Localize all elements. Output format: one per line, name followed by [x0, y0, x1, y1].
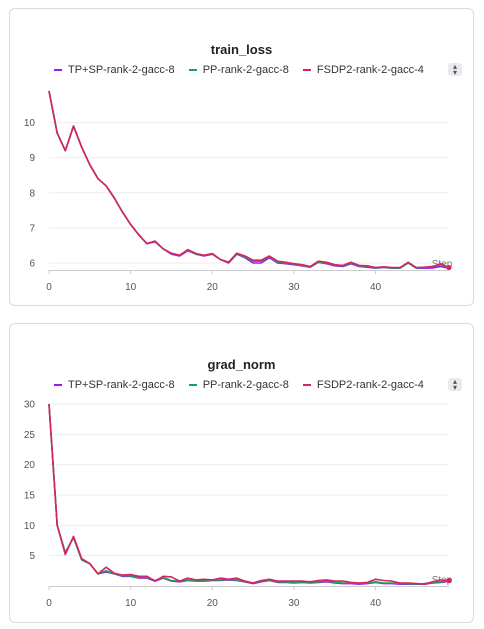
x-tick-label: 40 [370, 598, 382, 609]
legend-item-pp[interactable]: PP-rank-2-gacc-8 [188, 379, 289, 391]
y-tick-label: 6 [29, 258, 35, 269]
x-tick-label: 30 [288, 282, 300, 293]
legend-swatch [302, 384, 311, 386]
grad-norm-panel: grad_norm TP+SP-rank-2-gacc-8 PP-rank-2-… [9, 323, 474, 623]
legend-expand-icon[interactable]: ▴ ▾ [448, 378, 462, 392]
legend-label: TP+SP-rank-2-gacc-8 [68, 379, 175, 391]
legend-swatch [188, 384, 197, 386]
legend-item-tp-sp[interactable]: TP+SP-rank-2-gacc-8 [54, 379, 175, 391]
legend-swatch [54, 69, 62, 71]
series-end-point [446, 264, 452, 271]
y-tick-label: 10 [24, 521, 36, 532]
y-tick-label: 10 [24, 118, 36, 129]
legend-expand-icon[interactable]: ▴ ▾ [448, 63, 462, 77]
y-tick-label: 9 [29, 153, 35, 164]
legend-swatch [188, 69, 197, 71]
legend-label: PP-rank-2-gacc-8 [202, 379, 289, 391]
y-tick-label: 8 [29, 188, 35, 199]
legend-swatch [302, 69, 311, 71]
y-tick-label: 5 [29, 551, 35, 562]
train-loss-panel: train_loss TP+SP-rank-2-gacc-8 PP-rank-2… [9, 8, 474, 306]
series-line-1 [48, 403, 450, 586]
x-tick-label: 10 [125, 282, 137, 293]
y-tick-label: 7 [29, 223, 35, 234]
y-tick-label: 25 [24, 430, 36, 441]
legend-swatch [54, 384, 62, 386]
x-tick-label: 20 [207, 598, 219, 609]
x-tick-label: 0 [46, 598, 52, 609]
legend-label: PP-rank-2-gacc-8 [202, 64, 289, 76]
chart-legend: TP+SP-rank-2-gacc-8 PP-rank-2-gacc-8 FSD… [54, 379, 438, 391]
legend-item-fsdp2[interactable]: FSDP2-rank-2-gacc-4 [302, 379, 424, 391]
x-tick-label: 30 [288, 598, 300, 609]
x-tick-label: 40 [370, 282, 382, 293]
series-end-point [446, 577, 452, 584]
series-line-0 [48, 403, 450, 586]
series-line-2 [48, 403, 450, 586]
legend-item-tp-sp[interactable]: TP+SP-rank-2-gacc-8 [54, 64, 175, 76]
y-tick-label: 15 [24, 491, 36, 502]
chart-title: grad_norm [207, 357, 276, 372]
series-line-2 [48, 90, 450, 269]
x-tick-label: 20 [207, 282, 219, 293]
x-tick-label: 10 [125, 598, 137, 609]
chart-title: train_loss [210, 42, 273, 57]
legend-item-pp[interactable]: PP-rank-2-gacc-8 [188, 64, 289, 76]
series-line-0 [48, 90, 450, 270]
series-line-1 [48, 90, 450, 269]
chart-legend: TP+SP-rank-2-gacc-8 PP-rank-2-gacc-8 FSD… [54, 64, 438, 76]
x-tick-label: 0 [46, 282, 52, 293]
legend-label: TP+SP-rank-2-gacc-8 [68, 64, 175, 76]
legend-item-fsdp2[interactable]: FSDP2-rank-2-gacc-4 [302, 64, 424, 76]
y-tick-label: 30 [24, 400, 36, 411]
legend-label: FSDP2-rank-2-gacc-4 [316, 64, 424, 76]
y-tick-label: 20 [24, 460, 36, 471]
legend-label: FSDP2-rank-2-gacc-4 [316, 379, 424, 391]
